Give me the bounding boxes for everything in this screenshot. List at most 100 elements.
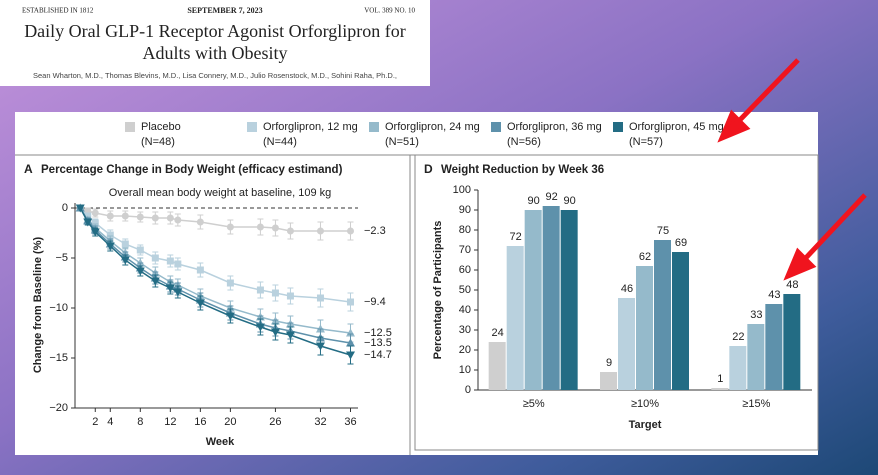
y-tick-label: 60 [459,264,471,276]
marker [315,342,325,351]
marker [75,204,85,213]
marker [271,289,279,297]
marker [285,331,295,340]
bar [747,324,765,390]
end-label: −2.3 [364,225,386,237]
y-tick-label: 40 [459,304,471,316]
bar-label: 1 [717,373,723,385]
legend-n: (N=48) [141,136,175,148]
marker [271,224,279,232]
y-tick-label: 0 [465,384,471,396]
legend-swatch [247,122,257,132]
marker [346,298,354,306]
chart-a: A Percentage Change in Body Weight (effic… [24,162,392,448]
paper-header [0,0,430,86]
legend-label: Orforglipron, 24 mg [385,121,480,133]
marker [106,231,114,239]
established: ESTABLISHED IN 1812 [22,7,94,15]
marker [166,214,174,222]
end-label: −13.5 [364,337,392,349]
bar [636,266,653,390]
bar-label: 92 [546,191,558,203]
marker [255,323,265,332]
bar [600,372,617,390]
bar-label: 69 [675,237,687,249]
y-tick-label: −10 [49,302,68,314]
y-tick-label: 30 [459,324,471,336]
x-tick-label: 26 [269,416,281,428]
y-tick-label: 10 [459,364,471,376]
bar [542,206,560,390]
marker [136,213,144,221]
y-tick-label: 70 [459,244,471,256]
bar-label: 72 [510,231,522,243]
bar-label: 22 [732,331,744,343]
volume: VOL. 389 NO. 10 [364,7,415,15]
legend-n: (N=51) [385,136,419,148]
legend-swatch [491,122,501,132]
legend-n: (N=57) [629,136,663,148]
marker [121,240,129,248]
x-axis-label: Week [206,436,235,448]
bar-label: 46 [621,283,633,295]
marker [83,218,93,227]
marker [316,227,324,235]
y-tick-label: 100 [453,184,471,196]
legend-label: Orforglipron, 12 mg [263,121,358,133]
paper-title: Daily Oral GLP-1 Receptor Agonist Orforg… [24,21,406,63]
bar [672,252,689,390]
marker [106,212,114,220]
marker [195,299,205,308]
marker [226,279,234,287]
bar-label: 33 [750,309,762,321]
bar-label: 24 [492,327,504,339]
bar-label: 62 [639,251,651,263]
panel-letter: A [24,162,33,176]
marker [151,214,159,222]
marker [121,212,129,220]
series-line [79,207,351,303]
legend-swatch [369,122,379,132]
bar-label: 90 [564,195,576,207]
y-axis-label: Change from Baseline (%) [32,237,44,374]
x-tick-label: 32 [314,416,326,428]
x-tick-label: 20 [224,416,236,428]
end-label: −14.7 [364,349,392,361]
date: SEPTEMBER 7, 2023 [187,6,262,15]
x-tick-label: ≥10% [631,398,659,410]
end-label: −9.4 [364,296,386,308]
x-tick-label: 36 [344,416,356,428]
series-line [79,207,351,344]
bar [654,240,671,390]
marker [345,338,355,347]
legend-swatch [613,122,623,132]
marker [286,292,294,300]
y-tick-label: 0 [62,202,68,214]
marker [173,288,183,297]
marker [91,209,99,217]
marker [166,257,174,265]
x-axis-label: Target [629,419,662,431]
marker [105,242,115,251]
series-line [79,207,351,334]
bar-label: 48 [786,279,798,291]
marker [196,218,204,226]
marker [91,219,99,227]
series-line [79,207,351,356]
marker [136,246,144,254]
legend-label: Placebo [141,121,181,133]
bar-label: 43 [768,289,780,301]
y-tick-label: 20 [459,344,471,356]
marker [120,256,130,265]
marker [226,223,234,231]
legend-swatch [125,122,135,132]
x-tick-label: 4 [107,416,113,428]
bar [729,346,747,390]
y-tick-label: −5 [55,252,68,264]
panel-d-border [414,154,819,451]
bar-label: 75 [657,225,669,237]
legend-label: Orforglipron, 45 mg [629,121,724,133]
marker [346,227,354,235]
end-label: −12.5 [364,327,392,339]
